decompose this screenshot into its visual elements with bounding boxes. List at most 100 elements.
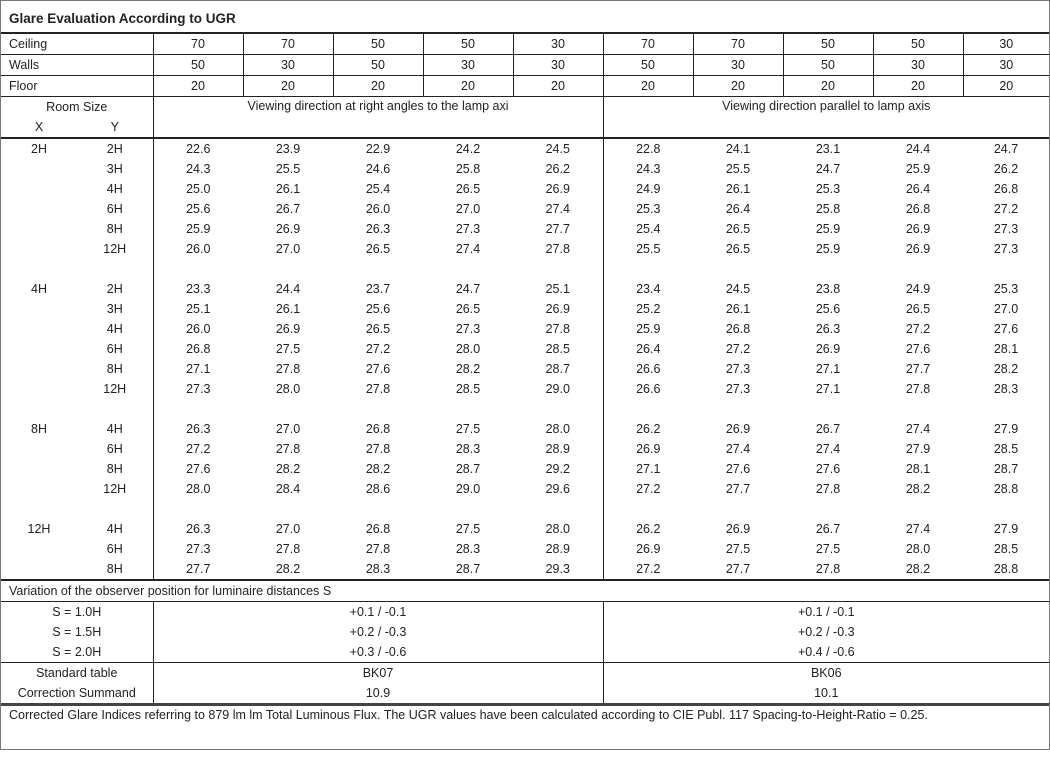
ugr-parallel-value: 27.9 [963, 419, 1049, 439]
ugr-parallel-value: 27.1 [783, 379, 873, 399]
room-x [1, 159, 77, 179]
reflectance-value: 30 [873, 55, 963, 76]
ugr-right-value: 24.2 [423, 138, 513, 159]
ugr-right-value: 26.9 [243, 319, 333, 339]
ugr-parallel-value: 27.2 [963, 199, 1049, 219]
ugr-parallel-value: 26.4 [693, 199, 783, 219]
ugr-right-value: 29.2 [513, 459, 603, 479]
ugr-right-value: 27.8 [243, 439, 333, 459]
ugr-right-value: 26.5 [423, 299, 513, 319]
ugr-parallel-value: 25.5 [603, 239, 693, 259]
ugr-parallel-value: 28.1 [963, 339, 1049, 359]
ugr-right-value: 26.9 [243, 219, 333, 239]
ugr-parallel-value: 27.6 [783, 459, 873, 479]
ugr-right-value: 26.9 [513, 179, 603, 199]
ugr-parallel-value: 23.4 [603, 279, 693, 299]
ugr-parallel-value: 27.8 [873, 379, 963, 399]
ugr-right-value: 27.7 [513, 219, 603, 239]
ugr-parallel-value: 27.8 [783, 479, 873, 499]
ugr-parallel-value: 25.3 [963, 279, 1049, 299]
ugr-parallel-value: 27.3 [963, 239, 1049, 259]
ugr-parallel-value: 25.3 [783, 179, 873, 199]
spacer [603, 399, 1049, 419]
reflectance-value: 20 [783, 76, 873, 97]
ugr-right-value: 28.2 [243, 559, 333, 580]
variation-label: S = 1.0H [1, 602, 153, 623]
reflectance-value: 70 [153, 33, 243, 55]
title-row: Glare Evaluation According to UGR [1, 1, 1049, 33]
ugr-parallel-value: 27.7 [873, 359, 963, 379]
ugr-right-value: 24.5 [513, 138, 603, 159]
ugr-parallel-value: 26.8 [963, 179, 1049, 199]
reflectance-value: 50 [153, 55, 243, 76]
ugr-right-value: 25.8 [423, 159, 513, 179]
ugr-parallel-value: 27.5 [783, 539, 873, 559]
ugr-parallel-value: 27.3 [693, 359, 783, 379]
room-x [1, 479, 77, 499]
room-y: 8H [77, 459, 153, 479]
ugr-right-value: 27.7 [153, 559, 243, 580]
reflectance-value: 50 [873, 33, 963, 55]
footer-note: Corrected Glare Indices referring to 879… [1, 705, 1049, 764]
ugr-right-value: 28.2 [243, 459, 333, 479]
ugr-right-value: 28.0 [423, 339, 513, 359]
ugr-right-value: 26.8 [333, 419, 423, 439]
ugr-right-value: 28.3 [423, 439, 513, 459]
correction-summand-parallel: 10.1 [603, 683, 1049, 705]
variation-parallel: +0.2 / -0.3 [603, 622, 1049, 642]
ugr-right-value: 27.5 [423, 419, 513, 439]
ugr-right-value: 24.7 [423, 279, 513, 299]
ugr-parallel-value: 26.5 [693, 219, 783, 239]
room-y: 4H [77, 419, 153, 439]
room-y: 12H [77, 479, 153, 499]
spacer [1, 399, 153, 419]
room-x [1, 439, 77, 459]
ugr-parallel-value: 27.2 [603, 479, 693, 499]
spacer [153, 399, 603, 419]
ugr-parallel-value: 27.9 [873, 439, 963, 459]
room-y: 12H [77, 379, 153, 399]
ugr-right-value: 28.5 [423, 379, 513, 399]
reflectance-value: 30 [693, 55, 783, 76]
ugr-parallel-value: 27.1 [783, 359, 873, 379]
ugr-parallel-value: 25.8 [783, 199, 873, 219]
ugr-right-value: 26.5 [333, 319, 423, 339]
ugr-parallel-value: 22.8 [603, 138, 693, 159]
room-x [1, 239, 77, 259]
room-y: 6H [77, 199, 153, 219]
ugr-parallel-value: 26.8 [873, 199, 963, 219]
room-x [1, 459, 77, 479]
ugr-right-value: 28.9 [513, 439, 603, 459]
standard-table-label: Standard table [1, 663, 153, 684]
variation-parallel: +0.1 / -0.1 [603, 602, 1049, 623]
reflectance-value: 30 [963, 33, 1049, 55]
ugr-right-value: 27.3 [423, 319, 513, 339]
ugr-parallel-value: 28.2 [873, 559, 963, 580]
ugr-parallel-value: 26.1 [693, 299, 783, 319]
ugr-right-value: 26.5 [423, 179, 513, 199]
ugr-parallel-value: 26.7 [783, 419, 873, 439]
ugr-parallel-value: 27.3 [693, 379, 783, 399]
variation-right: +0.3 / -0.6 [153, 642, 603, 663]
ugr-parallel-value: 25.9 [783, 239, 873, 259]
reflectance-value: 20 [243, 76, 333, 97]
ugr-parallel-value: 27.7 [693, 559, 783, 580]
ugr-parallel-value: 25.6 [783, 299, 873, 319]
spacer-row [1, 499, 1049, 519]
ugr-parallel-value: 27.2 [873, 319, 963, 339]
ugr-parallel-value: 27.4 [873, 519, 963, 539]
ugr-parallel-value: 26.6 [603, 379, 693, 399]
reflectance-value: 30 [513, 55, 603, 76]
ugr-right-value: 26.2 [513, 159, 603, 179]
room-y: 12H [77, 239, 153, 259]
variation-row: S = 2.0H+0.3 / -0.6+0.4 / -0.6 [1, 642, 1049, 663]
footer-row: Corrected Glare Indices referring to 879… [1, 705, 1049, 764]
reflectance-value: 20 [963, 76, 1049, 97]
